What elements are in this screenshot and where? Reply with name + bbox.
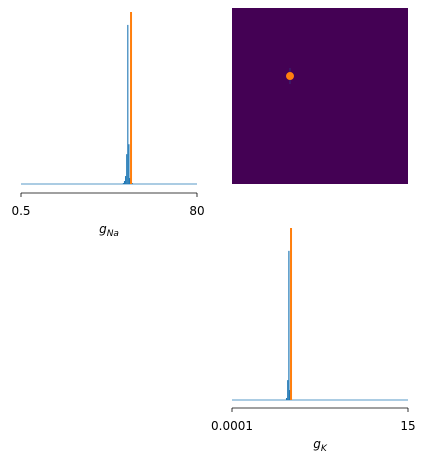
histogram-bar <box>128 144 130 184</box>
x-tick-label: 15 <box>400 419 415 433</box>
x-axis-label-subscript: Na <box>107 229 119 239</box>
x-axis-label-subscript: K <box>321 444 328 454</box>
histogram-bar <box>287 380 289 400</box>
density-image <box>232 8 408 184</box>
histogram-bar <box>122 183 124 184</box>
histogram-bar <box>126 154 128 184</box>
x-tick-label: 0.5 <box>11 204 30 218</box>
x-axis-label-main: g <box>313 437 321 451</box>
x-axis-label: gNa <box>99 222 119 239</box>
histogram-bar <box>127 24 129 184</box>
histogram-bar <box>288 250 290 400</box>
x-tick-label: 80 <box>189 204 204 218</box>
histogram-bar <box>285 398 288 400</box>
histogram-bar <box>131 183 133 184</box>
reference-point <box>286 72 295 81</box>
x-tick-label: 0.0001 <box>211 419 253 433</box>
histogram-bar <box>123 181 126 184</box>
histogram-bar <box>125 176 127 184</box>
x-axis-label-main: g <box>99 222 107 236</box>
x-axis-label: gK <box>313 437 328 454</box>
